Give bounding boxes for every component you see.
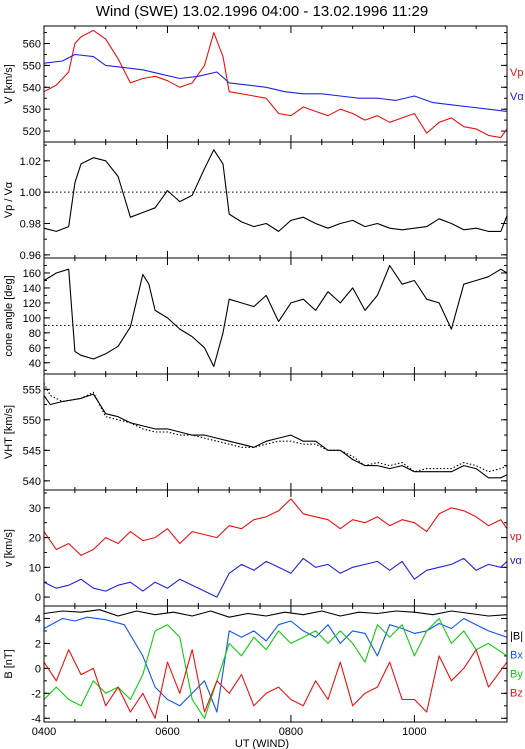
legend-entry: By bbox=[510, 669, 523, 681]
y-tick-label: 555 bbox=[23, 384, 41, 396]
y-tick-label: 80 bbox=[29, 328, 41, 340]
y-tick-label: 0 bbox=[35, 663, 41, 675]
legend-entry: Vα bbox=[510, 91, 524, 103]
panel-frame bbox=[43, 373, 508, 491]
y-tick-label: 1.00 bbox=[20, 187, 41, 199]
y-tick-label: 160 bbox=[23, 268, 41, 280]
y-tick-label: 550 bbox=[23, 415, 41, 427]
panel-1: 520 530 540 550 560 V [km/s] Vp Vα bbox=[3, 25, 524, 143]
panel-6: -4 -2 0 2 4 B [nT] |B| Bx By Bz bbox=[3, 605, 523, 725]
panel-frame bbox=[43, 489, 508, 607]
y-axis-label: v [km/s] bbox=[3, 529, 15, 567]
y-tick-label: 545 bbox=[23, 445, 41, 457]
y-tick-label: 540 bbox=[23, 476, 41, 488]
y-tick-label: 530 bbox=[23, 104, 41, 116]
series-line-bz bbox=[43, 649, 508, 719]
panel-2: 0.96 0.98 1.00 1.02 Vp / Vα bbox=[3, 141, 508, 262]
y-tick-label: 10 bbox=[29, 562, 41, 574]
chart-title: Wind (SWE) 13.02.1996 04:00 - 13.02.1996… bbox=[96, 3, 428, 20]
legend-entry: |B| bbox=[510, 631, 523, 643]
y-tick-label: 560 bbox=[23, 39, 41, 51]
y-tick-label: 2 bbox=[35, 638, 41, 650]
series-line-b bbox=[43, 609, 508, 618]
y-tick-label: 20 bbox=[29, 533, 41, 545]
y-axis-label: B [nT] bbox=[3, 649, 15, 678]
series-line-bx bbox=[43, 616, 508, 713]
legend-entry: Bz bbox=[510, 688, 523, 700]
legend-entry: vα bbox=[510, 555, 523, 567]
y-tick-label: 0.96 bbox=[20, 250, 41, 262]
x-tick-label: 0600 bbox=[155, 726, 179, 738]
panel-frame bbox=[43, 605, 508, 723]
y-tick-label: 540 bbox=[23, 82, 41, 94]
y-tick-label: 120 bbox=[23, 298, 41, 310]
series-line-vp bbox=[43, 29, 508, 139]
panel-5: 0 10 20 30 v [km/s] vp vα bbox=[3, 489, 523, 607]
y-tick-label: 520 bbox=[23, 126, 41, 138]
series-line-s0 bbox=[43, 149, 508, 232]
y-tick-label: -2 bbox=[31, 688, 41, 700]
x-axis-label: UT (WIND) bbox=[235, 738, 289, 749]
legend-entry: Bx bbox=[510, 650, 523, 662]
y-tick-label: 100 bbox=[23, 313, 41, 325]
y-tick-label: 0.98 bbox=[20, 219, 41, 231]
x-tick-label: 0800 bbox=[279, 726, 303, 738]
y-axis-label: V [km/s] bbox=[3, 64, 15, 104]
x-tick-label: 0400 bbox=[32, 726, 56, 738]
series-line-s0 bbox=[43, 393, 508, 479]
y-tick-label: -4 bbox=[31, 713, 41, 725]
y-tick-label: 550 bbox=[23, 60, 41, 72]
y-tick-label: 30 bbox=[29, 503, 41, 515]
legend-entry: vp bbox=[510, 531, 522, 543]
y-tick-label: 1.02 bbox=[20, 156, 41, 168]
y-tick-label: 140 bbox=[23, 283, 41, 295]
panel-3: 40 60 80 100 120 140 160 cone angle [deg] bbox=[3, 257, 508, 375]
series-line-s0 bbox=[43, 264, 508, 368]
panel-4: 540 545 550 555 VHT [km/s] bbox=[3, 373, 508, 491]
y-axis-label: Vp / Vα bbox=[3, 181, 15, 218]
series-line-vp bbox=[43, 498, 508, 556]
y-axis-label: VHT [km/s] bbox=[3, 405, 15, 459]
y-tick-label: 40 bbox=[29, 358, 41, 370]
y-tick-label: 4 bbox=[35, 613, 41, 625]
y-axis-label: cone angle [deg] bbox=[3, 275, 15, 356]
series-line-v bbox=[43, 53, 508, 112]
panel-frame bbox=[43, 25, 508, 143]
y-tick-label: 0 bbox=[35, 592, 41, 604]
panel-frame bbox=[43, 141, 508, 259]
series-line-v bbox=[43, 557, 508, 598]
y-tick-label: 60 bbox=[29, 343, 41, 355]
series-line-by bbox=[43, 617, 508, 719]
x-tick-label: 1000 bbox=[402, 726, 426, 738]
legend-entry: Vp bbox=[510, 67, 523, 79]
series-line-s1 bbox=[43, 382, 508, 473]
